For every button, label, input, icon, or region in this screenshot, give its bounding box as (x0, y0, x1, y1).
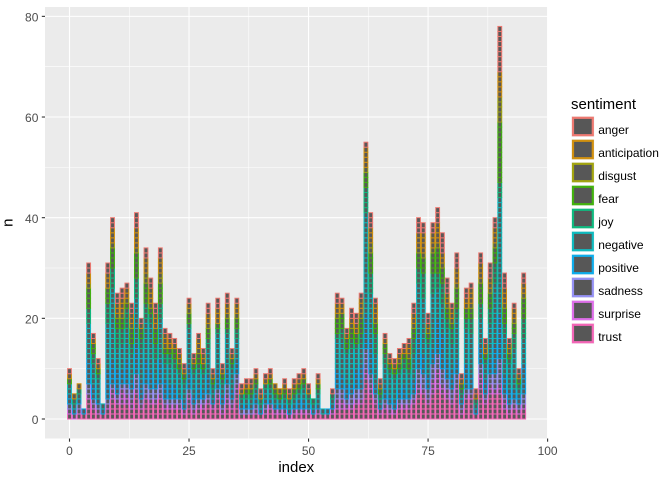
svg-text:anticipation: anticipation (598, 146, 659, 160)
svg-text:anger: anger (598, 123, 629, 137)
svg-text:20: 20 (25, 313, 39, 327)
svg-text:trust: trust (598, 330, 622, 344)
svg-text:disgust: disgust (598, 169, 637, 183)
svg-text:fear: fear (598, 192, 619, 206)
svg-text:25: 25 (182, 444, 196, 458)
svg-text:80: 80 (25, 11, 39, 25)
svg-text:60: 60 (25, 111, 39, 125)
svg-text:positive: positive (598, 261, 639, 275)
svg-text:sentiment: sentiment (571, 96, 637, 113)
svg-text:surprise: surprise (598, 307, 641, 321)
svg-text:75: 75 (421, 444, 435, 458)
svg-text:0: 0 (32, 413, 39, 427)
svg-text:n: n (0, 219, 17, 227)
svg-text:50: 50 (302, 444, 316, 458)
svg-text:negative: negative (598, 238, 644, 252)
svg-text:joy: joy (597, 215, 613, 229)
svg-text:40: 40 (25, 212, 39, 226)
svg-text:index: index (278, 459, 314, 476)
svg-text:0: 0 (66, 444, 73, 458)
svg-text:sadness: sadness (598, 284, 643, 298)
svg-text:100: 100 (538, 444, 558, 458)
